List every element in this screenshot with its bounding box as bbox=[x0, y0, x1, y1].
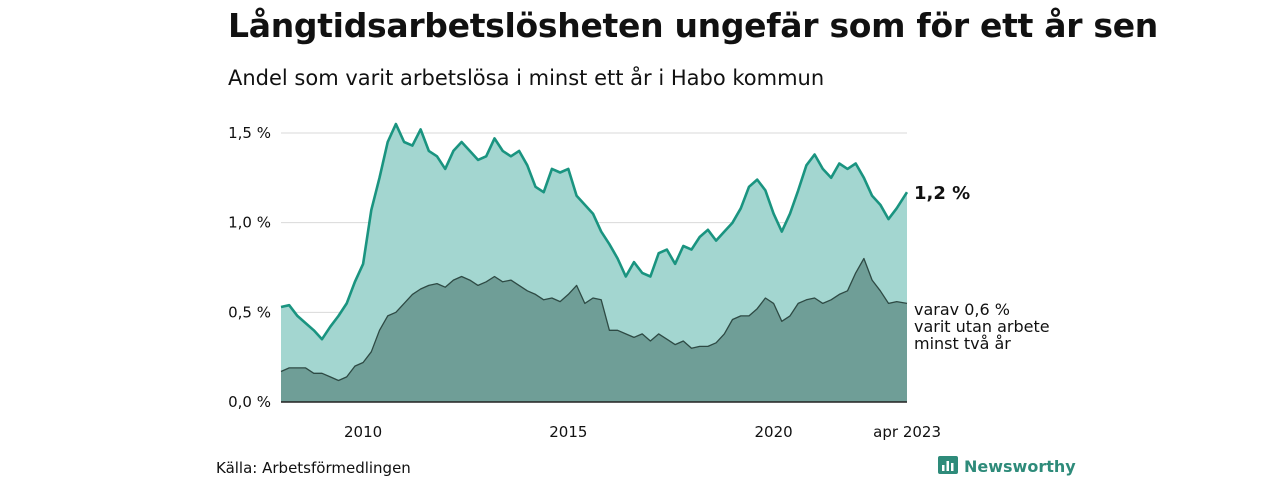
long-term-label-line: minst två år bbox=[914, 334, 1011, 353]
series-line-1 bbox=[280, 257, 908, 382]
y-tick-label: 1,0 % bbox=[228, 214, 271, 232]
newsworthy-logo-icon bbox=[938, 456, 958, 474]
series-area-1 bbox=[281, 258, 907, 402]
brand-name: Newsworthy bbox=[964, 456, 1076, 476]
x-tick-label: 2015 bbox=[549, 423, 587, 441]
x-tick-label: apr 2023 bbox=[873, 423, 941, 441]
axis-layer: 0,0 % 0,5 % 1,0 % 1,5 % 2010 2015 2020 apr 2023 bbox=[228, 124, 941, 441]
brand-logo: Newsworthy bbox=[938, 456, 1076, 476]
x-tick-label: 2020 bbox=[754, 423, 792, 441]
source-note: Källa: Arbetsförmedlingen bbox=[216, 459, 411, 477]
chart-subtitle: Andel som varit arbetslösa i minst ett å… bbox=[228, 66, 825, 90]
y-tick-label: 1,5 % bbox=[228, 124, 271, 142]
area-layer bbox=[280, 122, 909, 402]
y-tick-label: 0,0 % bbox=[228, 393, 271, 411]
x-tick-label: 2010 bbox=[344, 423, 382, 441]
total-value-label: 1,2 % bbox=[914, 183, 970, 204]
chart-title: Långtidsarbetslösheten ungefär som för e… bbox=[228, 6, 1158, 45]
long-term-label-line: varit utan arbete bbox=[914, 317, 1050, 336]
y-tick-label: 0,5 % bbox=[228, 303, 271, 321]
long-term-label-line: varav 0,6 % bbox=[914, 300, 1010, 319]
series-line-0 bbox=[280, 122, 909, 341]
